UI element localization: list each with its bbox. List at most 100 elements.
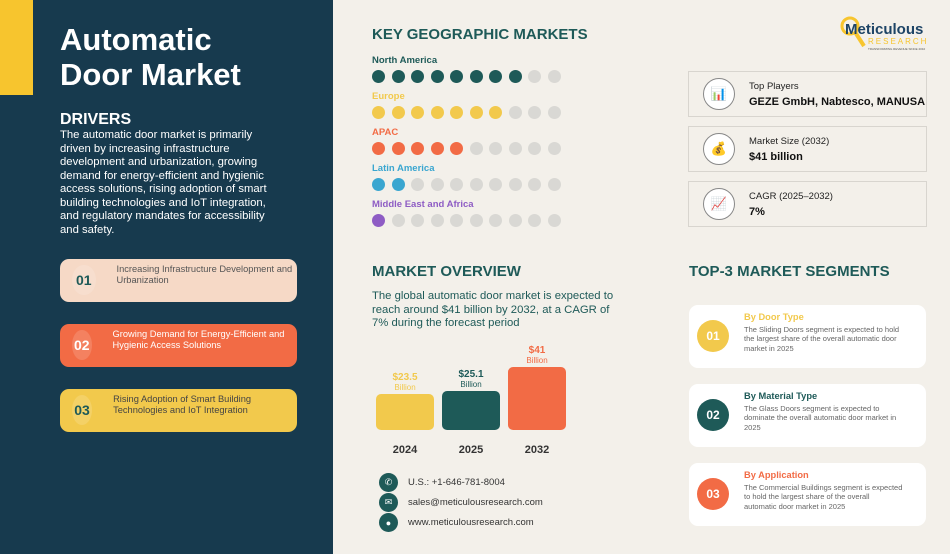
dot-filled [372,106,385,119]
dot-empty [528,106,541,119]
region-label: Latin America [372,163,435,174]
dot-filled [391,70,405,83]
dot-empty [508,178,522,191]
bar-unit: Billion [526,356,548,365]
dot-empty [469,214,483,227]
dot-empty [508,106,522,119]
dot-filled [411,70,424,83]
stat-label: Top Players [749,80,799,92]
dot-filled [450,106,463,119]
segment-text: The Sliding Doors segment is expected to… [744,325,900,353]
dot-empty [391,214,405,227]
dot-empty [489,178,502,191]
bar-value-label: $23.5 Billion [376,371,434,393]
driver-number: 03 [72,395,93,425]
dot-filled [391,178,405,191]
bar-2024 [376,393,434,430]
svg-text:Meticulous: Meticulous [845,21,923,38]
dot-empty [430,178,444,191]
bar-value: $41 [528,345,546,356]
mail-icon: ✉ [379,493,398,512]
region-row: APAC [372,127,561,155]
stat-text: Top Players GEZE GmbH, Nabtesco, MANUSA [749,81,925,108]
dot-empty [547,106,561,119]
dot-filled [372,178,385,191]
region-label: Europe [372,91,405,102]
bar-value-label: $41 Billion [508,346,566,366]
contact-text: www.meticulousresearch.com [408,517,534,528]
dot-empty [547,178,561,191]
segment-number: 01 [697,320,729,352]
dot-filled [430,142,444,155]
stat-value: GEZE GmbH, Nabtesco, MANUSA [749,95,926,108]
segment-title: By Application [744,470,809,480]
bar-unit: Billion [460,380,482,390]
overview-text: The global automatic door market is expe… [372,290,614,329]
contact-item[interactable]: ✉ sales@meticulousresearch.com [379,493,543,512]
dot-empty [528,142,541,155]
driver-number: 02 [72,330,92,360]
dot-empty [508,142,522,155]
globe-icon: ● [379,513,398,532]
segment-title: By Door Type [744,312,804,322]
dot-filled [391,106,405,119]
svg-text:TRANSFORMING REVENUE SINCE 201: TRANSFORMING REVENUE SINCE 2010 [868,47,926,51]
drivers-heading: DRIVERS [60,111,132,128]
segments-heading: TOP-3 MARKET SEGMENTS [689,263,890,280]
dot-empty [430,214,444,227]
stat-label: Market Size (2032) [749,135,830,147]
driver-card: 02 Growing Demand for Energy-Efficient an… [60,324,297,367]
stat-text: Market Size (2032) $41 billion [749,136,829,163]
dot-filled [430,106,444,119]
segment-number: 02 [697,399,729,431]
bar-category-label: 2025 [458,444,484,456]
dot-empty [411,214,424,227]
bar-value: $25.1 [458,369,484,381]
dot-empty [489,214,502,227]
dot-empty [450,178,463,191]
stat-card: 💰 Market Size (2032) $41 billion [688,126,927,172]
drivers-text: The automatic door market is primarily d… [60,129,267,236]
region-dots [372,142,561,155]
page-title: Automatic Door Market [60,22,241,92]
dot-empty [547,142,561,155]
dot-filled [430,70,444,83]
svg-text:RESEARCH: RESEARCH [868,37,928,46]
segment-card: 02 By Material Type The Glass Doors segmen… [689,384,926,447]
bar-value-label: $25.1 Billion [442,370,500,390]
stat-value: 7% [749,205,765,218]
bar-2032 [508,367,566,430]
contact-item[interactable]: ● www.meticulousresearch.com [379,513,534,532]
segment-card: 03 By Application The Commercial Buildings… [689,463,926,526]
dot-empty [411,178,424,191]
region-row: Middle East and Africa [372,199,561,227]
stat-text: CAGR (2025–2032) 7% [749,191,833,218]
region-dots [372,106,561,119]
region-dots [372,70,561,83]
dot-empty [450,214,463,227]
bar-chart-icon: 📊 [703,78,735,110]
stat-label: CAGR (2025–2032) [749,190,833,202]
dot-filled [411,106,424,119]
segment-title: By Material Type [744,391,818,401]
driver-number: 01 [72,265,96,295]
dot-filled [372,142,385,155]
region-row: Latin America [372,163,561,191]
region-label: Middle East and Africa [372,199,474,210]
region-dots [372,214,561,227]
dot-filled [372,70,385,83]
region-label: APAC [372,127,399,138]
line-chart-icon: 📈 [703,188,735,220]
dot-empty [469,178,483,191]
region-label: North America [372,55,438,66]
contact-item[interactable]: ✆ U.S.: +1-646-781-8004 [379,473,505,492]
dot-filled [469,70,483,83]
dot-empty [528,70,541,83]
driver-text: Increasing Infrastructure Development an… [116,264,293,285]
segment-text: The Glass Doors segment is expected to d… [744,404,897,432]
bar-value: $23.5 [392,371,418,383]
region-dots [372,178,561,191]
dot-filled [450,142,463,155]
stat-card: 📈 CAGR (2025–2032) 7% [688,181,927,227]
contact-text: U.S.: +1-646-781-8004 [408,477,505,488]
